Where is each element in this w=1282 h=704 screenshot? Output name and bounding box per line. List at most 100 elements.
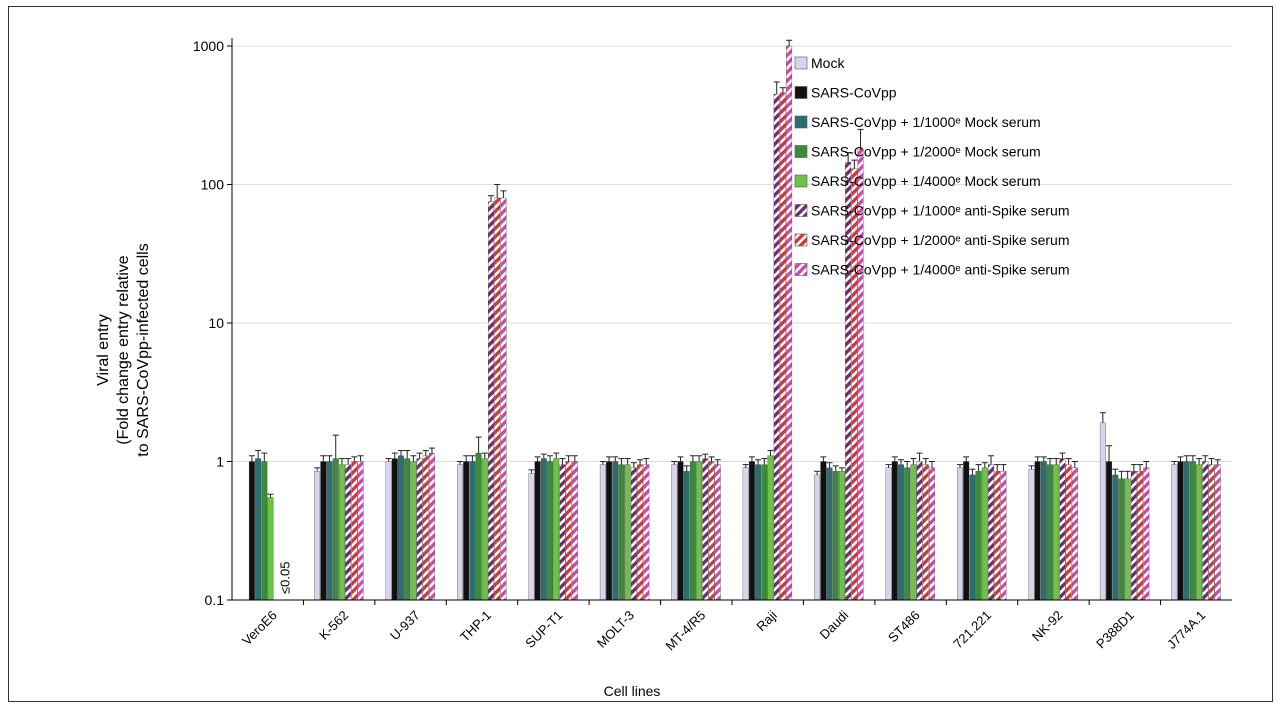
bar [481,458,488,601]
bar [398,455,404,601]
y-axis-title-line-3: to SARS-CoVpp-infected cells [135,243,152,456]
bar [457,464,463,601]
bar [469,461,476,601]
bar [1137,471,1144,601]
bar [338,464,345,601]
x-tick-label: P388D1 [1093,608,1137,652]
bar [326,461,333,601]
legend-swatch [794,233,808,247]
bar [475,452,482,601]
x-tick-label: ST486 [885,608,923,646]
bar [957,467,963,601]
x-tick-label: MT-4/R5 [663,608,709,654]
bar [385,461,392,601]
bar [838,471,845,601]
legend-swatch [794,174,808,188]
bar [1099,422,1106,601]
bar [1028,469,1035,601]
legend-label: SARS-CoVpp + 1/2000ᵉ Mock serum [811,144,1041,160]
bar [898,464,904,601]
bar [1189,461,1196,601]
bar [832,471,839,601]
bar [624,464,631,601]
bar [429,452,435,601]
bar [540,458,547,601]
bar [1047,464,1053,601]
bar [357,461,364,601]
annotation-label: ≤0.05 [278,562,293,594]
bar [773,93,780,601]
bar [975,471,982,601]
bar [702,458,709,601]
bar [755,464,762,601]
bar [416,458,423,601]
x-tick-label: MOLT-3 [594,608,637,651]
bar [1130,471,1137,601]
gridlines [232,45,1232,601]
bar [547,461,553,601]
bar [565,461,572,601]
bar [320,461,327,601]
bar [981,467,988,601]
bar [422,455,429,601]
legend-swatch [794,115,808,129]
bars-layer [248,39,1221,601]
bar [314,471,321,601]
bar [922,464,929,601]
bar [814,474,821,601]
bar [463,461,470,601]
bar [534,461,541,601]
bar [1196,464,1203,601]
x-tick-label: J774A.1 [1164,608,1208,652]
bar [559,464,566,601]
y-tick-label: 0.1 [205,592,225,608]
bar [1112,474,1119,601]
bar [255,458,262,601]
y-tick-label: 1 [216,454,224,470]
bar [391,458,398,601]
x-tick-label: NK-92 [1029,608,1066,645]
bar [612,461,619,601]
bar [845,162,852,601]
bar [767,455,774,601]
bar [916,461,923,601]
legend-swatch [794,145,808,158]
bar [1065,464,1072,601]
bar [643,464,650,601]
x-tick-label: THP-1 [457,608,494,645]
bar [637,464,644,601]
bar [248,461,255,601]
legend-label: SARS-CoVpp + 1/2000ᵉ anti-Spike serum [811,232,1070,248]
y-axis-title-line-1: Viral entry [95,314,112,386]
legend-label: SARS-CoVpp + 1/4000ᵉ anti-Spike serum [811,262,1070,278]
bar [261,461,268,601]
bar [1124,478,1131,601]
x-tick-label: K-562 [316,608,351,643]
bar [500,197,507,601]
legend-swatch [794,263,808,276]
bar [671,464,678,601]
bar [606,461,613,601]
bar [1071,467,1078,601]
legend-swatch [794,86,808,99]
bar [1183,461,1190,601]
legend-label: SARS-CoVpp + 1/1000ᵉ Mock serum [811,114,1041,130]
legend-label: SARS-CoVpp [811,85,897,101]
legend-label: Mock [811,55,845,71]
bar [742,467,749,601]
bar [963,461,970,601]
legend: Mock SARS-CoVpp SARS-CoVpp + 1/1000ᵉ Mock … [794,55,1070,278]
bar [528,473,535,601]
legend-swatch [794,204,808,217]
bar [683,471,690,601]
x-tick-label: SUP-T1 [522,608,565,651]
bar [1053,464,1060,601]
bar [1106,461,1113,601]
bar [494,197,501,601]
y-tick-label: 100 [201,177,225,193]
bar [696,461,703,601]
bar [332,458,339,601]
y-axis-title-line-2: (Fold change entry relative [115,255,132,445]
bar [1214,464,1221,601]
